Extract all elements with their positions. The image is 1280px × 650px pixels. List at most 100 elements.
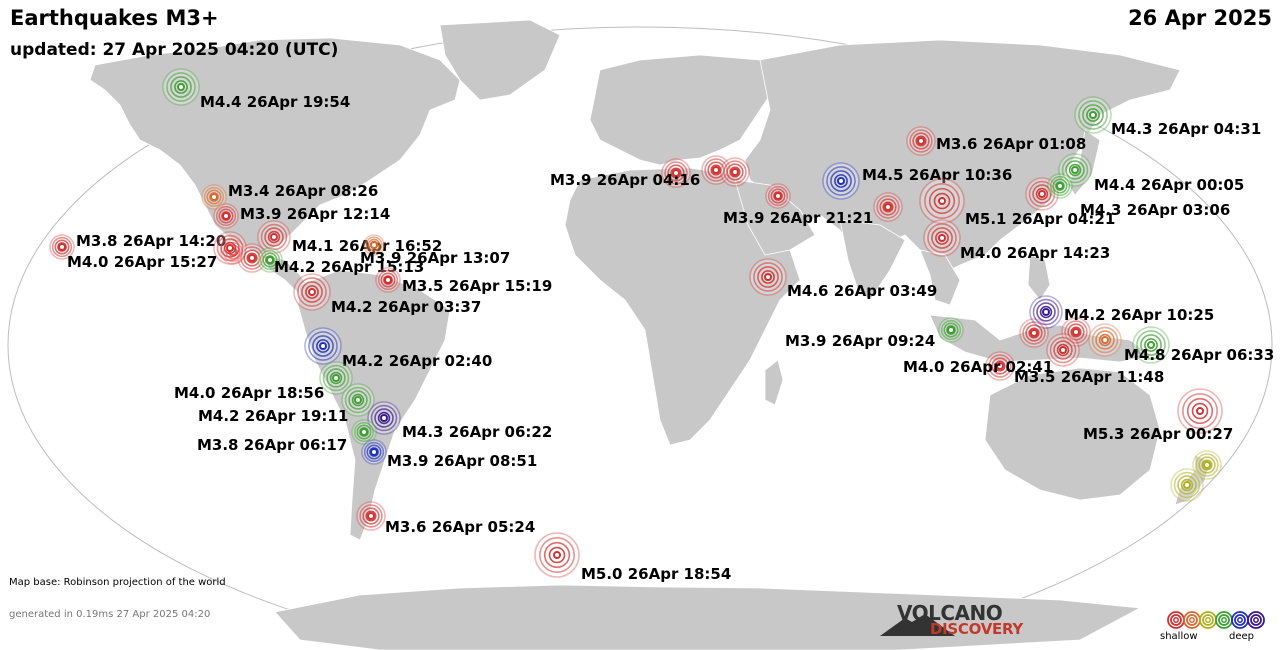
- quake-label: M4.2 26Apr 19:11: [198, 407, 348, 425]
- generated-note: generated in 0.19ms 27 Apr 2025 04:20: [9, 609, 211, 620]
- quake-label: M3.5 26Apr 11:48: [1014, 368, 1164, 386]
- page-title: Earthquakes M3+: [10, 6, 219, 30]
- legend-depth-ring: [1234, 614, 1246, 626]
- quake-marker[interactable]: [919, 178, 965, 224]
- quake-label: M4.1 26Apr 16:52: [292, 237, 442, 255]
- legend-depth-dot: [1253, 617, 1259, 623]
- quake-marker[interactable]: [923, 219, 961, 257]
- se-asia-shape: [919, 249, 961, 306]
- quake-label: M3.8 26Apr 14:20: [76, 232, 226, 250]
- quake-marker[interactable]: [765, 183, 791, 209]
- legend-depth-dot: [1173, 617, 1179, 623]
- quake-marker[interactable]: [363, 234, 385, 256]
- updated-timestamp: updated: 27 Apr 2025 04:20 (UTC): [10, 40, 339, 60]
- quake-label: M3.9 26Apr 12:14: [240, 205, 390, 223]
- legend-shallow-label: shallow: [1160, 631, 1198, 642]
- quake-label: M3.9 26Apr 13:07: [360, 249, 510, 267]
- quake-marker[interactable]: [257, 247, 283, 273]
- quake-label: M4.4 26Apr 19:54: [200, 93, 350, 111]
- quake-label: M3.9 26Apr 08:51: [387, 452, 537, 470]
- quake-marker[interactable]: [938, 317, 964, 343]
- quake-label: M4.2 26Apr 10:25: [1064, 306, 1214, 324]
- quake-marker[interactable]: [319, 361, 353, 395]
- quake-marker[interactable]: [985, 351, 1015, 381]
- quake-marker[interactable]: [1074, 96, 1112, 134]
- legend-depth-ring: [1247, 611, 1265, 629]
- quake-marker[interactable]: [356, 501, 386, 531]
- quake-marker[interactable]: [341, 383, 375, 417]
- legend-depth-ring: [1218, 614, 1230, 626]
- quake-label: M4.2 26Apr 02:40: [342, 352, 492, 370]
- madagascar-shape: [764, 359, 784, 406]
- quake-label: M3.5 26Apr 15:19: [402, 277, 552, 295]
- map-date: 26 Apr 2025: [1128, 6, 1272, 30]
- quake-marker[interactable]: [1177, 388, 1223, 434]
- map-base-note: Map base: Robinson projection of the wor…: [9, 577, 226, 588]
- quake-label: M5.3 26Apr 00:27: [1083, 425, 1233, 443]
- quake-label: M3.6 26Apr 01:08: [936, 135, 1086, 153]
- quake-label: M4.5 26Apr 10:36: [862, 166, 1012, 184]
- quake-label: M4.0 26Apr 02:41: [903, 358, 1053, 376]
- quake-label: M4.0 26Apr 18:56: [174, 384, 324, 402]
- quake-marker[interactable]: [293, 273, 331, 311]
- quake-label: M4.0 26Apr 15:27: [67, 253, 217, 271]
- quake-marker-extra[interactable]: [1019, 318, 1049, 348]
- quake-label: M5.1 26Apr 04:21: [965, 210, 1115, 228]
- legend-depth-ring: [1186, 614, 1198, 626]
- quake-marker[interactable]: [661, 158, 691, 188]
- quake-label: M4.6 26Apr 03:49: [787, 282, 937, 300]
- quake-label: M4.4 26Apr 00:05: [1094, 176, 1244, 194]
- quake-marker[interactable]: [822, 162, 860, 200]
- legend-depth-dot: [1221, 617, 1227, 623]
- quake-marker-extra[interactable]: [1170, 468, 1204, 502]
- quake-marker[interactable]: [351, 419, 377, 445]
- quake-label: M4.2 26Apr 15:13: [274, 258, 424, 276]
- quake-marker[interactable]: [1046, 333, 1080, 367]
- quake-marker[interactable]: [375, 267, 401, 293]
- quake-marker-extra[interactable]: [720, 157, 750, 187]
- quake-marker[interactable]: [1132, 326, 1170, 364]
- depth-legend: [1167, 611, 1265, 629]
- quake-marker-extra[interactable]: [1088, 323, 1122, 357]
- india-shape: [839, 219, 906, 301]
- quake-marker[interactable]: [304, 327, 342, 365]
- quake-marker-extra[interactable]: [873, 192, 903, 222]
- quake-marker[interactable]: [1058, 153, 1092, 187]
- quake-label: M4.3 26Apr 04:31: [1111, 120, 1261, 138]
- legend-depth-ring: [1170, 614, 1182, 626]
- quake-label: M4.8 26Apr 06:33: [1124, 346, 1274, 364]
- quake-label: M3.9 26Apr 09:24: [785, 332, 935, 350]
- quake-label: M3.8 26Apr 06:17: [197, 436, 347, 454]
- earthquake-markers: M4.4 26Apr 19:54 M3.4 26Apr 08:26 M3.9 26A…: [49, 68, 1274, 583]
- legend-depth-ring: [1250, 614, 1262, 626]
- quake-marker[interactable]: [1029, 295, 1063, 329]
- quake-label: M3.4 26Apr 08:26: [228, 182, 378, 200]
- quake-marker-extra[interactable]: [1192, 450, 1222, 480]
- quake-marker[interactable]: [906, 126, 936, 156]
- quake-label: M3.9 26Apr 04:16: [550, 171, 700, 189]
- quake-label: M5.0 26Apr 18:54: [581, 565, 731, 583]
- quake-marker[interactable]: [749, 258, 787, 296]
- quake-marker[interactable]: [1047, 173, 1073, 199]
- legend-depth-dot: [1205, 617, 1211, 623]
- quake-marker[interactable]: [367, 401, 401, 435]
- brand-discovery: DISCOVERY: [930, 620, 1023, 638]
- quake-marker[interactable]: [361, 439, 387, 465]
- quake-label: M3.9 26Apr 21:21: [723, 209, 873, 227]
- quake-marker[interactable]: [213, 231, 247, 265]
- europe-shape: [589, 54, 781, 166]
- quake-marker[interactable]: [201, 184, 227, 210]
- quake-marker[interactable]: [162, 68, 200, 106]
- quake-marker[interactable]: [257, 220, 291, 254]
- quake-marker[interactable]: [49, 234, 75, 260]
- volcano-logo-icon: [880, 614, 955, 636]
- legend-depth-ring: [1202, 614, 1214, 626]
- legend-depth-dot: [1189, 617, 1195, 623]
- quake-label: M4.0 26Apr 14:23: [960, 244, 1110, 262]
- quake-marker[interactable]: [534, 532, 580, 578]
- australia-shape: [984, 367, 1161, 501]
- quake-marker[interactable]: [213, 203, 239, 229]
- quake-marker-extra[interactable]: [701, 155, 731, 185]
